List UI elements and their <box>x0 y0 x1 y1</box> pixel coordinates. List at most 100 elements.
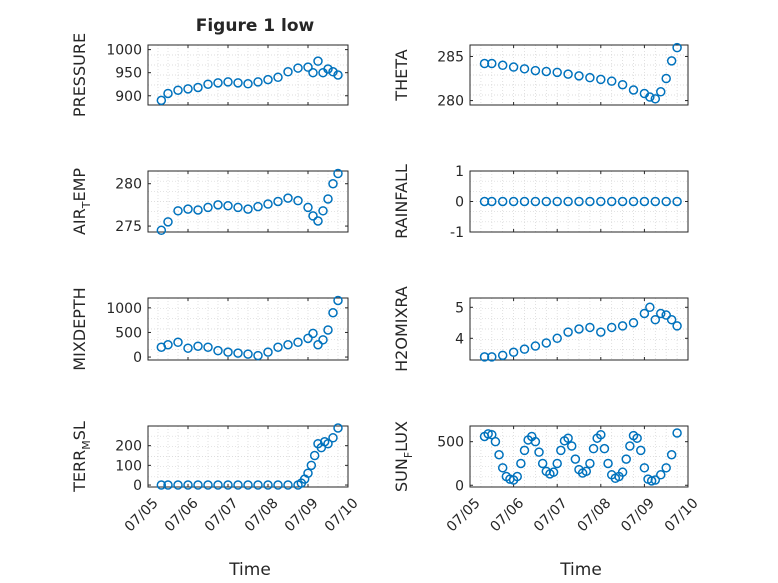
data-point <box>490 436 501 447</box>
data-point <box>645 302 655 313</box>
data-point <box>163 217 173 227</box>
data-point <box>650 475 661 485</box>
data-point <box>672 42 682 53</box>
data-point <box>566 441 577 451</box>
data-point <box>672 196 682 207</box>
axes-box <box>147 170 349 233</box>
data-point <box>333 168 343 179</box>
data-point <box>603 458 613 469</box>
data-point <box>581 466 592 477</box>
data-point <box>273 480 283 490</box>
data-point <box>672 428 682 438</box>
data-point <box>621 454 631 464</box>
y-tick-label: 1000 <box>106 301 142 317</box>
y-tick-label: 5 <box>455 300 464 316</box>
data-point <box>243 349 253 359</box>
data-point <box>173 337 183 348</box>
data-point <box>606 76 617 86</box>
x-tick-label: 07/07 <box>531 495 571 535</box>
y-tick-label: 4 <box>455 331 464 347</box>
axes-box <box>147 44 349 106</box>
data-point <box>183 84 193 94</box>
data-point <box>263 347 273 357</box>
data-point <box>487 196 497 207</box>
data-point <box>253 77 263 87</box>
x-tick-label: 07/08 <box>242 495 282 535</box>
data-point <box>563 196 573 207</box>
data-point <box>650 94 661 104</box>
data-point <box>632 433 642 443</box>
data-point <box>253 350 263 361</box>
data-point <box>541 66 552 77</box>
data-point <box>303 202 313 213</box>
data-point <box>666 450 677 460</box>
data-point <box>585 458 595 469</box>
data-point <box>537 458 548 469</box>
data-point <box>318 206 328 216</box>
x-tick-label: 07/09 <box>618 495 658 535</box>
data-point <box>661 463 671 473</box>
data-point <box>588 443 599 454</box>
data-point <box>494 450 504 460</box>
data-point <box>308 67 318 78</box>
y-tick-label: 950 <box>115 66 142 82</box>
data-point <box>487 58 497 69</box>
data-point <box>596 74 606 85</box>
data-point <box>323 194 333 204</box>
data-point <box>203 202 213 213</box>
data-point <box>223 480 233 490</box>
subplot-rainfall: 1 0 -1 RAINFALL <box>392 164 689 241</box>
data-point <box>483 429 493 439</box>
data-point <box>666 314 677 325</box>
data-point <box>516 458 526 469</box>
x-tick-label: 07/08 <box>575 495 615 535</box>
y-tick-label: 0 <box>455 478 464 494</box>
x-axis-label: Time <box>228 560 271 580</box>
data-point <box>183 480 193 490</box>
data-point <box>243 204 253 214</box>
data-point <box>596 327 606 337</box>
data-point <box>233 202 243 213</box>
data-point <box>519 445 530 456</box>
data-point <box>628 85 639 95</box>
y-axis-label-terr-msl: TERRMSL <box>70 421 93 493</box>
data-point <box>585 72 595 83</box>
data-point <box>519 344 530 354</box>
data-point <box>519 64 530 74</box>
data-point <box>283 193 293 203</box>
y-tick-label: 500 <box>437 435 464 451</box>
data-point <box>328 308 338 318</box>
data-point <box>156 480 167 490</box>
data-point <box>636 445 646 456</box>
y-axis-label-pressure: PRESSURE <box>70 33 89 117</box>
data-point <box>243 480 253 490</box>
data-point <box>508 196 519 207</box>
data-point <box>617 467 628 477</box>
data-point <box>508 347 519 357</box>
data-point <box>213 78 223 88</box>
data-point <box>617 196 628 207</box>
data-point <box>253 201 263 212</box>
data-point <box>646 476 657 486</box>
data-point <box>328 433 338 443</box>
x-tick-label: 07/06 <box>487 495 527 535</box>
data-point <box>203 480 213 490</box>
data-point <box>617 79 628 90</box>
data-point <box>628 196 639 207</box>
data-point <box>497 350 508 361</box>
y-axis-label-air-temp: AIRTEMP <box>70 168 93 235</box>
data-point <box>530 436 541 447</box>
y-axis-label-rainfall: RAINFALL <box>392 164 411 239</box>
data-point <box>318 335 328 345</box>
data-point <box>263 74 273 85</box>
x-tick-label: 07/10 <box>662 495 702 535</box>
data-point <box>534 447 544 457</box>
data-point <box>541 338 552 348</box>
data-point <box>163 480 173 490</box>
data-point <box>173 480 183 490</box>
data-point <box>656 470 666 480</box>
y-tick-label: 0 <box>133 350 142 366</box>
data-point <box>243 79 253 89</box>
y-tick-label: 280 <box>437 94 464 110</box>
